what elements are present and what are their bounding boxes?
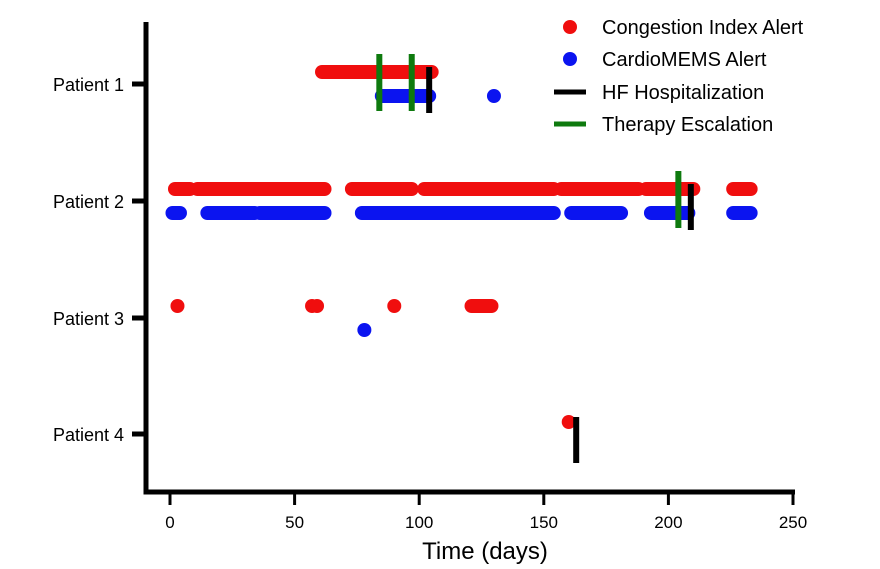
x-axis-ticks: 0 50 100 150 200 250	[165, 492, 807, 532]
y-tick-label: Patient 4	[53, 425, 124, 445]
cardiomems-alert-point	[357, 323, 372, 337]
legend-label-congestion: Congestion Index Alert	[602, 17, 804, 39]
congestion-alert-point	[387, 299, 402, 313]
legend-label-cardiomems: CardioMEMS Alert	[602, 49, 767, 71]
x-tick-label: 0	[165, 513, 174, 532]
x-tick-label: 50	[285, 513, 304, 532]
legend-label-hospitalization: HF Hospitalization	[602, 82, 764, 104]
x-tick-label: 200	[654, 513, 682, 532]
congestion-alert-point	[561, 415, 576, 429]
legend-label-therapy: Therapy Escalation	[602, 114, 773, 136]
y-tick-label: Patient 2	[53, 192, 124, 212]
congestion-alert-point	[170, 299, 185, 313]
chart-axes: Patient 1 Patient 2 Patient 3 Patient 4 0 50…	[53, 22, 807, 565]
y-tick-label: Patient 3	[53, 309, 124, 329]
legend-swatch-congestion	[563, 20, 577, 34]
y-axis-ticks: Patient 1 Patient 2 Patient 3 Patient 4	[53, 75, 146, 445]
x-tick-label: 150	[530, 513, 558, 532]
x-axis-title: Time (days)	[422, 538, 548, 565]
x-tick-label: 250	[779, 513, 807, 532]
congestion-alert-point	[310, 299, 325, 313]
chart-marks	[165, 54, 758, 463]
y-tick-label: Patient 1	[53, 75, 124, 95]
cardiomems-alert-point	[486, 89, 501, 103]
legend-swatch-cardiomems	[563, 52, 577, 66]
x-tick-label: 100	[405, 513, 433, 532]
chart-legend: Congestion Index Alert CardioMEMS Alert HF…	[554, 17, 804, 136]
